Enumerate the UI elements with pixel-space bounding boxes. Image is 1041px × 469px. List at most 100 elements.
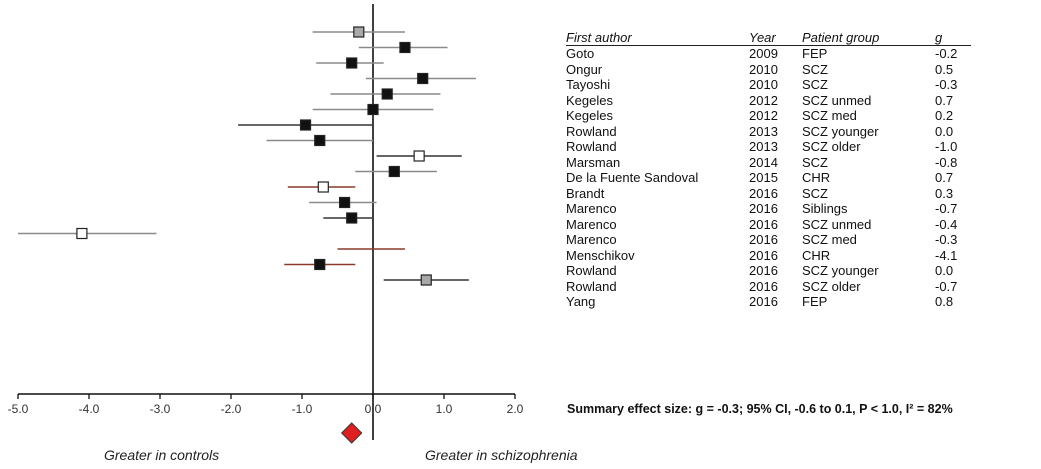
table-row: Brandt 2016 SCZ 0.3	[566, 186, 971, 202]
g-cell: -0.2	[935, 46, 958, 61]
study-marker-13	[76, 227, 88, 240]
first-author-cell: Marenco	[566, 201, 617, 216]
g-cell: -4.1	[935, 247, 958, 263]
year-cell: 2016	[749, 216, 778, 232]
study-marker-15	[314, 258, 326, 271]
study-marker-8	[413, 150, 425, 162]
x-tick-label: 2.0	[507, 402, 524, 416]
g-cell: 0.2	[935, 108, 954, 123]
study-table: First author Year Patient group g Goto 20…	[566, 30, 971, 310]
study-marker-6	[299, 119, 312, 131]
summary-diamond	[340, 422, 363, 444]
table-row: Yang 2016 FEP 0.8	[566, 294, 971, 310]
study-marker-2	[346, 57, 358, 69]
study-marker-12	[346, 212, 358, 224]
table-row: Rowland 2013 SCZ older -1.0	[566, 139, 971, 155]
g-cell: -0.4	[935, 216, 958, 232]
header-patient-group: Patient group	[802, 30, 880, 45]
table-row: Menschikov 2016 CHR -4.1	[566, 248, 971, 264]
g-cell: -0.8	[935, 154, 958, 170]
g-cell: 0.0	[935, 263, 954, 278]
first-author-cell: Rowland	[566, 139, 617, 154]
g-cell: 0.3	[935, 185, 954, 201]
first-author-cell: Rowland	[566, 263, 617, 278]
patient-group-cell: SCZ	[802, 77, 828, 92]
year-cell: 2016	[749, 263, 778, 278]
table-row: Rowland 2016 SCZ younger 0.0	[566, 263, 971, 279]
study-marker-11	[339, 196, 351, 209]
year-cell: 2016	[749, 278, 778, 294]
header-first-author: First author	[566, 30, 632, 45]
patient-group-cell: Siblings	[802, 201, 848, 216]
patient-group-cell: SCZ unmed	[802, 216, 872, 232]
x-tick-label: -3.0	[150, 402, 171, 416]
table-row: De la Fuente Sandoval 2015 CHR 0.7	[566, 170, 971, 186]
year-cell: 2015	[749, 170, 778, 185]
year-cell: 2016	[749, 201, 778, 216]
patient-group-cell: FEP	[802, 294, 828, 309]
table-row: Goto 2009 FEP -0.2	[566, 46, 971, 62]
table-row: Kegeles 2012 SCZ unmed 0.7	[566, 93, 971, 109]
first-author-cell: Marenco	[566, 216, 617, 232]
year-cell: 2012	[749, 92, 778, 108]
patient-group-cell: CHR	[802, 170, 831, 185]
table-row: Rowland 2013 SCZ younger 0.0	[566, 124, 971, 140]
first-author-cell: Kegeles	[566, 92, 613, 108]
table-row: Ongur 2010 SCZ 0.5	[566, 62, 971, 78]
g-cell: 0.5	[935, 61, 954, 77]
g-cell: -0.3	[935, 232, 958, 247]
x-tick-label: -1.0	[292, 402, 313, 416]
study-marker-0	[353, 26, 365, 38]
study-marker-1	[399, 41, 411, 54]
patient-group-cell: SCZ	[802, 61, 828, 77]
year-cell: 2014	[749, 154, 778, 170]
x-tick-label: -4.0	[79, 402, 100, 416]
year-cell: 2016	[749, 232, 778, 247]
year-cell: 2016	[749, 294, 778, 309]
patient-group-cell: CHR	[802, 247, 831, 263]
first-author-cell: Ongur	[566, 61, 603, 77]
year-cell: 2010	[749, 61, 778, 77]
g-cell: 0.7	[935, 92, 954, 108]
first-author-cell: Marsman	[566, 154, 621, 170]
x-tick-label: -2.0	[221, 402, 242, 416]
table-row: Marenco 2016 SCZ unmed -0.4	[566, 217, 971, 233]
study-marker-16	[420, 274, 432, 286]
first-author-cell: Kegeles	[566, 108, 613, 123]
table-row: Marenco 2016 Siblings -0.7	[566, 201, 971, 217]
first-author-cell: Rowland	[566, 278, 617, 294]
first-author-cell: Tayoshi	[566, 77, 611, 92]
year-cell: 2013	[749, 139, 778, 154]
patient-group-cell: SCZ younger	[802, 263, 879, 278]
year-cell: 2012	[749, 108, 778, 123]
first-author-cell: Menschikov	[566, 247, 635, 263]
g-cell: -0.7	[935, 201, 958, 216]
year-cell: 2010	[749, 77, 778, 92]
patient-group-cell: SCZ younger	[802, 123, 879, 139]
study-marker-5	[367, 103, 379, 116]
study-marker-9	[388, 165, 400, 178]
header-g: g	[935, 30, 943, 45]
g-cell: 0.7	[935, 170, 954, 185]
year-cell: 2013	[749, 123, 778, 139]
table-body: Goto 2009 FEP -0.2 Ongur 2010 SCZ 0.5 Tayoshi 201…	[566, 46, 971, 310]
study-marker-3	[417, 72, 429, 85]
first-author-cell: Goto	[566, 46, 595, 61]
study-marker-4	[381, 88, 393, 100]
table-header-row: First author Year Patient group g	[566, 30, 971, 46]
table-row: Kegeles 2012 SCZ med 0.2	[566, 108, 971, 124]
x-tick-label: 1.0	[436, 402, 453, 416]
g-cell: -1.0	[935, 139, 958, 154]
g-cell: -0.3	[935, 77, 958, 92]
patient-group-cell: SCZ med	[802, 108, 857, 123]
table-row: Marsman 2014 SCZ -0.8	[566, 155, 971, 171]
table-row: Rowland 2016 SCZ older -0.7	[566, 279, 971, 295]
table-row: Marenco 2016 SCZ med -0.3	[566, 232, 971, 248]
patient-group-cell: FEP	[802, 46, 828, 61]
label-greater-in-controls: Greater in controls	[104, 447, 220, 463]
patient-group-cell: SCZ med	[802, 232, 857, 247]
forest-plot: -5.0 -4.0 -3.0 -2.0 -1.0 0.0 1.0 2.0	[8, 4, 524, 444]
patient-group-cell: SCZ unmed	[802, 92, 872, 108]
first-author-cell: Rowland	[566, 123, 617, 139]
patient-group-cell: SCZ	[802, 185, 828, 201]
